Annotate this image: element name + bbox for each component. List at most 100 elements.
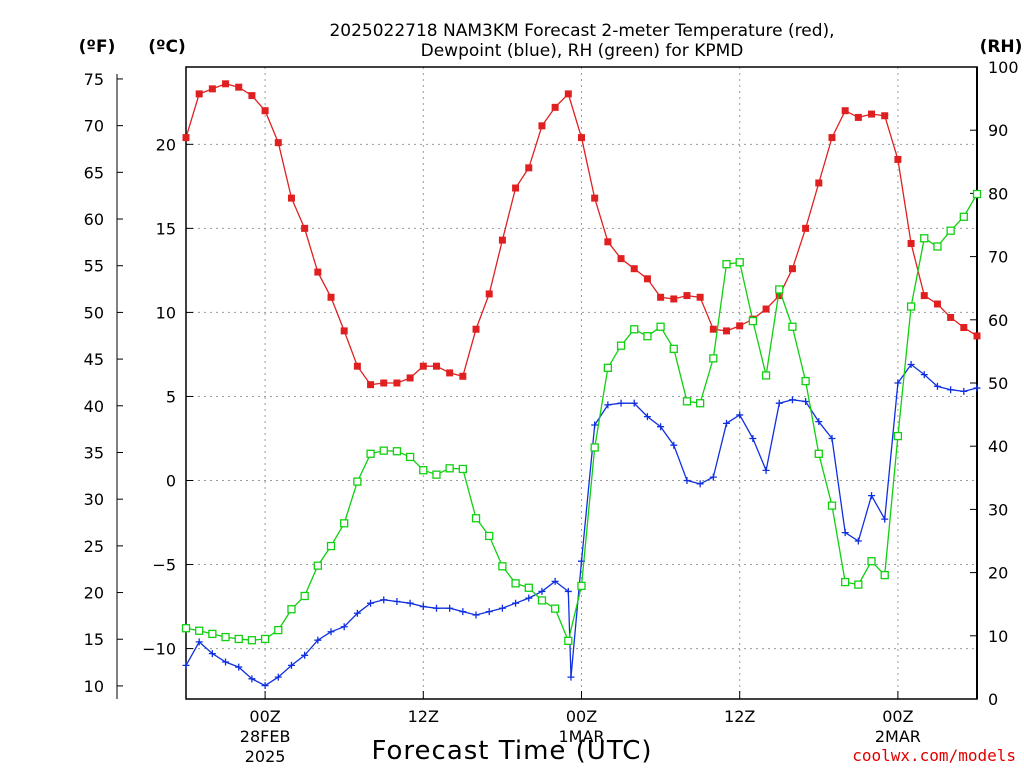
temp-point: [630, 265, 638, 273]
rh-point: [498, 562, 507, 571]
dew-series-line: [185, 363, 978, 687]
dew-point: [683, 476, 691, 484]
rh-point: [867, 557, 876, 566]
fahrenheit-tick-label: 45: [84, 350, 104, 369]
fahrenheit-tick-label: 40: [84, 397, 104, 416]
rh-tick-label: 80: [988, 184, 1008, 203]
fahrenheit-tick-label: 70: [84, 117, 104, 136]
dew-point: [287, 661, 295, 669]
rh-point: [709, 354, 718, 363]
rh-tick-label: 100: [988, 58, 1019, 77]
temp-point: [960, 324, 968, 332]
x-tick-date-label: 28FEB: [240, 727, 291, 746]
temp-point: [208, 85, 216, 93]
credit-text: coolwx.com/models: [852, 746, 1016, 765]
temp-point: [683, 292, 691, 300]
temp-point: [881, 112, 889, 120]
rh-tick-label: 50: [988, 374, 1008, 393]
dew-point: [802, 397, 810, 405]
rh-unit-label: (RH): [980, 37, 1023, 57]
chart-title-line-2: Dewpoint (blue), RH (green) for KPMD: [421, 41, 744, 61]
rh-point: [682, 397, 692, 406]
dew-point: [367, 599, 375, 607]
dew-point: [907, 361, 915, 369]
dew-point: [301, 651, 309, 659]
rh-point: [181, 624, 191, 633]
dew-point: [538, 587, 546, 595]
rh-point: [959, 212, 968, 221]
rh-point: [656, 322, 665, 331]
celsius-tick-label: 10: [156, 303, 176, 322]
fahrenheit-tick-label: 55: [84, 257, 104, 276]
celsius-tick-label: −5: [152, 556, 176, 575]
rh-point: [748, 316, 758, 326]
dew-point: [788, 396, 796, 404]
dew-point: [340, 623, 348, 631]
dew-point: [881, 515, 889, 523]
fahrenheit-tick-label: 30: [84, 490, 104, 509]
dew-point: [327, 628, 335, 636]
rh-point: [313, 561, 322, 570]
x-tick-label: 12Z: [408, 707, 439, 726]
dew-point: [709, 473, 717, 481]
temp-point: [762, 305, 770, 313]
dew-point: [657, 423, 665, 431]
dew-point: [512, 599, 520, 607]
axes: 1015202530354045505560657075−10−50510152…: [84, 58, 1019, 766]
temp-point: [709, 325, 717, 333]
rh-point: [524, 583, 533, 592]
temp-point: [854, 113, 862, 121]
dew-point: [406, 599, 414, 607]
rh-series: [181, 189, 982, 646]
dew-point: [261, 682, 269, 690]
fahrenheit-tick-label: 60: [84, 210, 104, 229]
dew-point: [235, 663, 243, 671]
rh-tick-label: 90: [988, 121, 1008, 140]
temp-point: [894, 155, 902, 163]
dew-point: [894, 379, 902, 387]
dew-point: [828, 434, 836, 442]
dew-point: [933, 382, 941, 390]
dew-point: [696, 480, 704, 488]
dew-point: [498, 604, 506, 612]
rh-point: [696, 399, 705, 408]
rh-tick-label: 0: [988, 690, 998, 709]
rh-point: [722, 260, 731, 269]
temp-point: [393, 379, 401, 387]
temp-point: [723, 327, 731, 335]
temp-point: [657, 293, 665, 301]
temp-point: [604, 238, 612, 246]
rh-point: [260, 634, 270, 644]
temp-point: [670, 295, 678, 303]
rh-point: [326, 541, 336, 551]
rh-point: [906, 302, 916, 311]
plot-frame: [185, 66, 978, 700]
temp-point: [788, 265, 796, 273]
chart-title-line-1: 2025022718 NAM3KM Forecast 2-meter Tempe…: [329, 21, 834, 41]
temp-point: [353, 362, 361, 370]
dew-point: [868, 492, 876, 500]
fahrenheit-tick-label: 10: [84, 677, 104, 696]
temp-point: [419, 362, 427, 370]
fahrenheit-tick-label: 20: [84, 584, 104, 603]
rh-point: [445, 464, 454, 473]
dew-point: [567, 673, 575, 681]
dew-point: [274, 673, 282, 681]
dew-point: [393, 598, 401, 606]
temp-point: [551, 103, 559, 111]
temp-point: [841, 107, 849, 115]
celsius-tick-label: 20: [156, 135, 176, 154]
fahrenheit-tick-label: 25: [84, 537, 104, 556]
rh-point: [946, 226, 955, 235]
temp-point: [287, 194, 295, 202]
x-tick-label: 12Z: [724, 707, 755, 726]
rh-tick-label: 60: [988, 311, 1008, 330]
rh-point: [920, 234, 929, 243]
dew-point: [854, 537, 862, 545]
dew-point: [419, 603, 427, 611]
rh-point: [775, 285, 784, 294]
fahrenheit-tick-label: 50: [84, 303, 104, 322]
rh-point: [458, 464, 468, 474]
rh-point: [221, 632, 230, 642]
temp-point: [222, 80, 230, 88]
